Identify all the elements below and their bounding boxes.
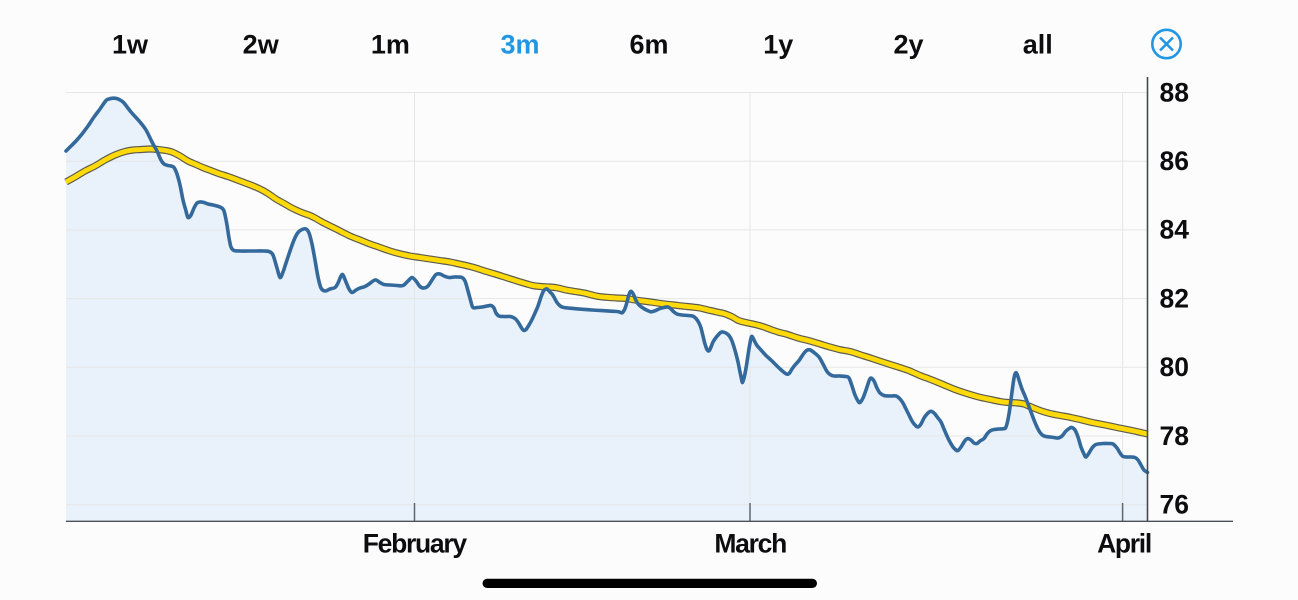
svg-text:2y: 2y <box>893 30 923 60</box>
svg-text:all: all <box>1023 30 1053 60</box>
svg-text:80: 80 <box>1160 352 1189 382</box>
svg-text:78: 78 <box>1160 421 1189 451</box>
svg-text:82: 82 <box>1160 283 1189 313</box>
svg-text:2w: 2w <box>243 30 280 60</box>
svg-text:1w: 1w <box>112 30 149 60</box>
svg-text:88: 88 <box>1160 77 1189 107</box>
svg-text:February: February <box>363 529 468 559</box>
svg-text:6m: 6m <box>629 30 668 60</box>
svg-text:March: March <box>714 529 786 559</box>
svg-text:86: 86 <box>1160 146 1189 176</box>
svg-text:84: 84 <box>1160 215 1190 245</box>
svg-text:1y: 1y <box>763 30 793 60</box>
svg-text:April: April <box>1097 529 1151 559</box>
svg-text:76: 76 <box>1160 490 1189 520</box>
svg-text:3m: 3m <box>500 30 539 60</box>
svg-text:1m: 1m <box>371 30 410 60</box>
